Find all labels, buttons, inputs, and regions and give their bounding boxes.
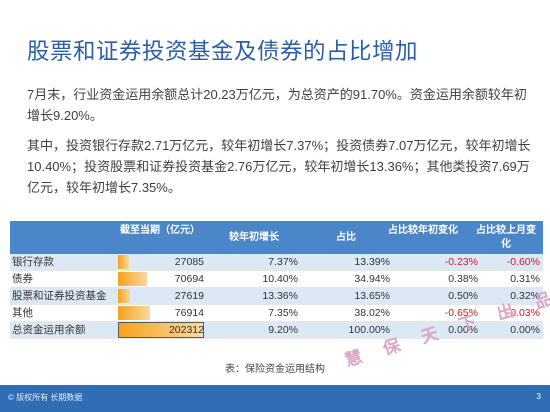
row-name: 银行存款 (12, 256, 54, 268)
table-header: 截至当期（亿元） 较年初增长 占比 占比较年初变化 占比较上月变化 (10, 221, 543, 254)
paragraph-breakdown: 其中，投资银行存款2.71万亿元，较年初增长7.37%；投资债券7.07万亿元，… (27, 138, 531, 195)
header-change-ytd: 占比较年初变化 (388, 225, 458, 236)
row-amount: 27619 (174, 290, 204, 302)
row-amount: 76914 (174, 307, 204, 319)
row-change-ytd: -0.65% (444, 307, 478, 319)
row-change-mom: -0.03% (506, 307, 540, 319)
amount-data-bar (118, 255, 129, 269)
row-growth: 7.37% (268, 256, 298, 268)
paragraph-summary: 7月末，行业资金运用余额总计20.23万亿元，为总资产的91.70%。资金运用余… (27, 87, 527, 123)
header-share: 占比 (336, 232, 356, 243)
row-amount: 202312 (168, 324, 204, 336)
table-row: 其他 76914 7.35% 38.02% -0.65% -0.03% (10, 305, 543, 322)
row-growth: 9.20% (268, 324, 298, 336)
allocation-table: 截至当期（亿元） 较年初增长 占比 占比较年初变化 占比较上月变化 银行存款 27… (10, 221, 543, 339)
table-body: 银行存款 27085 7.37% 13.39% -0.23% -0.60% 债券 70694 1… (10, 254, 543, 339)
row-share: 38.02% (354, 307, 390, 319)
footer-bar: © 版权所有 长期数据 3 (0, 385, 550, 412)
row-amount: 70694 (174, 273, 204, 285)
row-share: 100.00% (348, 324, 390, 336)
row-change-ytd: -0.23% (444, 256, 478, 268)
table-row: 总资金运用余额 202312 9.20% 100.00% 0.00% 0.00% (10, 322, 543, 339)
table-row: 股票和证券投资基金 27619 13.36% 13.65% 0.50% 0.32% (10, 288, 543, 305)
footer-copyright: © 版权所有 长期数据 (8, 393, 83, 402)
header-amount: 截至当期（亿元） (120, 225, 200, 236)
amount-data-bar (118, 306, 150, 320)
header-growth: 较年初增长 (229, 232, 279, 243)
row-change-mom: -0.60% (506, 256, 540, 268)
amount-data-bar (118, 272, 147, 286)
row-growth: 7.35% (268, 307, 298, 319)
header-change-mom: 占比较上月变化 (476, 225, 536, 250)
row-name: 其他 (12, 307, 33, 319)
row-change-ytd: 0.00% (448, 324, 478, 336)
row-change-ytd: 0.50% (448, 290, 478, 302)
row-change-mom: 0.32% (510, 290, 540, 302)
page-number: 3 (536, 392, 541, 401)
row-name: 总资金运用余额 (12, 324, 86, 336)
page-title: 股票和证券投资基金及债券的占比增加 (27, 39, 419, 64)
table-row: 银行存款 27085 7.37% 13.39% -0.23% -0.60% (10, 254, 543, 271)
row-share: 13.39% (354, 256, 390, 268)
row-change-mom: 0.31% (510, 273, 540, 285)
row-growth: 13.36% (262, 290, 298, 302)
total-amount-highlight (118, 322, 204, 338)
row-change-mom: 0.00% (510, 324, 540, 336)
row-change-ytd: 0.38% (448, 273, 478, 285)
amount-data-bar (118, 289, 130, 303)
row-share: 13.65% (354, 290, 390, 302)
row-amount: 27085 (174, 256, 204, 268)
row-growth: 10.40% (262, 273, 298, 285)
table-caption: 表：保险资金运用结构 (225, 364, 325, 375)
amount-data-bar (118, 323, 202, 337)
table-row: 债券 70694 10.40% 34.94% 0.38% 0.31% (10, 271, 543, 288)
row-share: 34.94% (354, 273, 390, 285)
row-name: 债券 (12, 273, 33, 285)
row-name: 股票和证券投资基金 (12, 290, 107, 302)
